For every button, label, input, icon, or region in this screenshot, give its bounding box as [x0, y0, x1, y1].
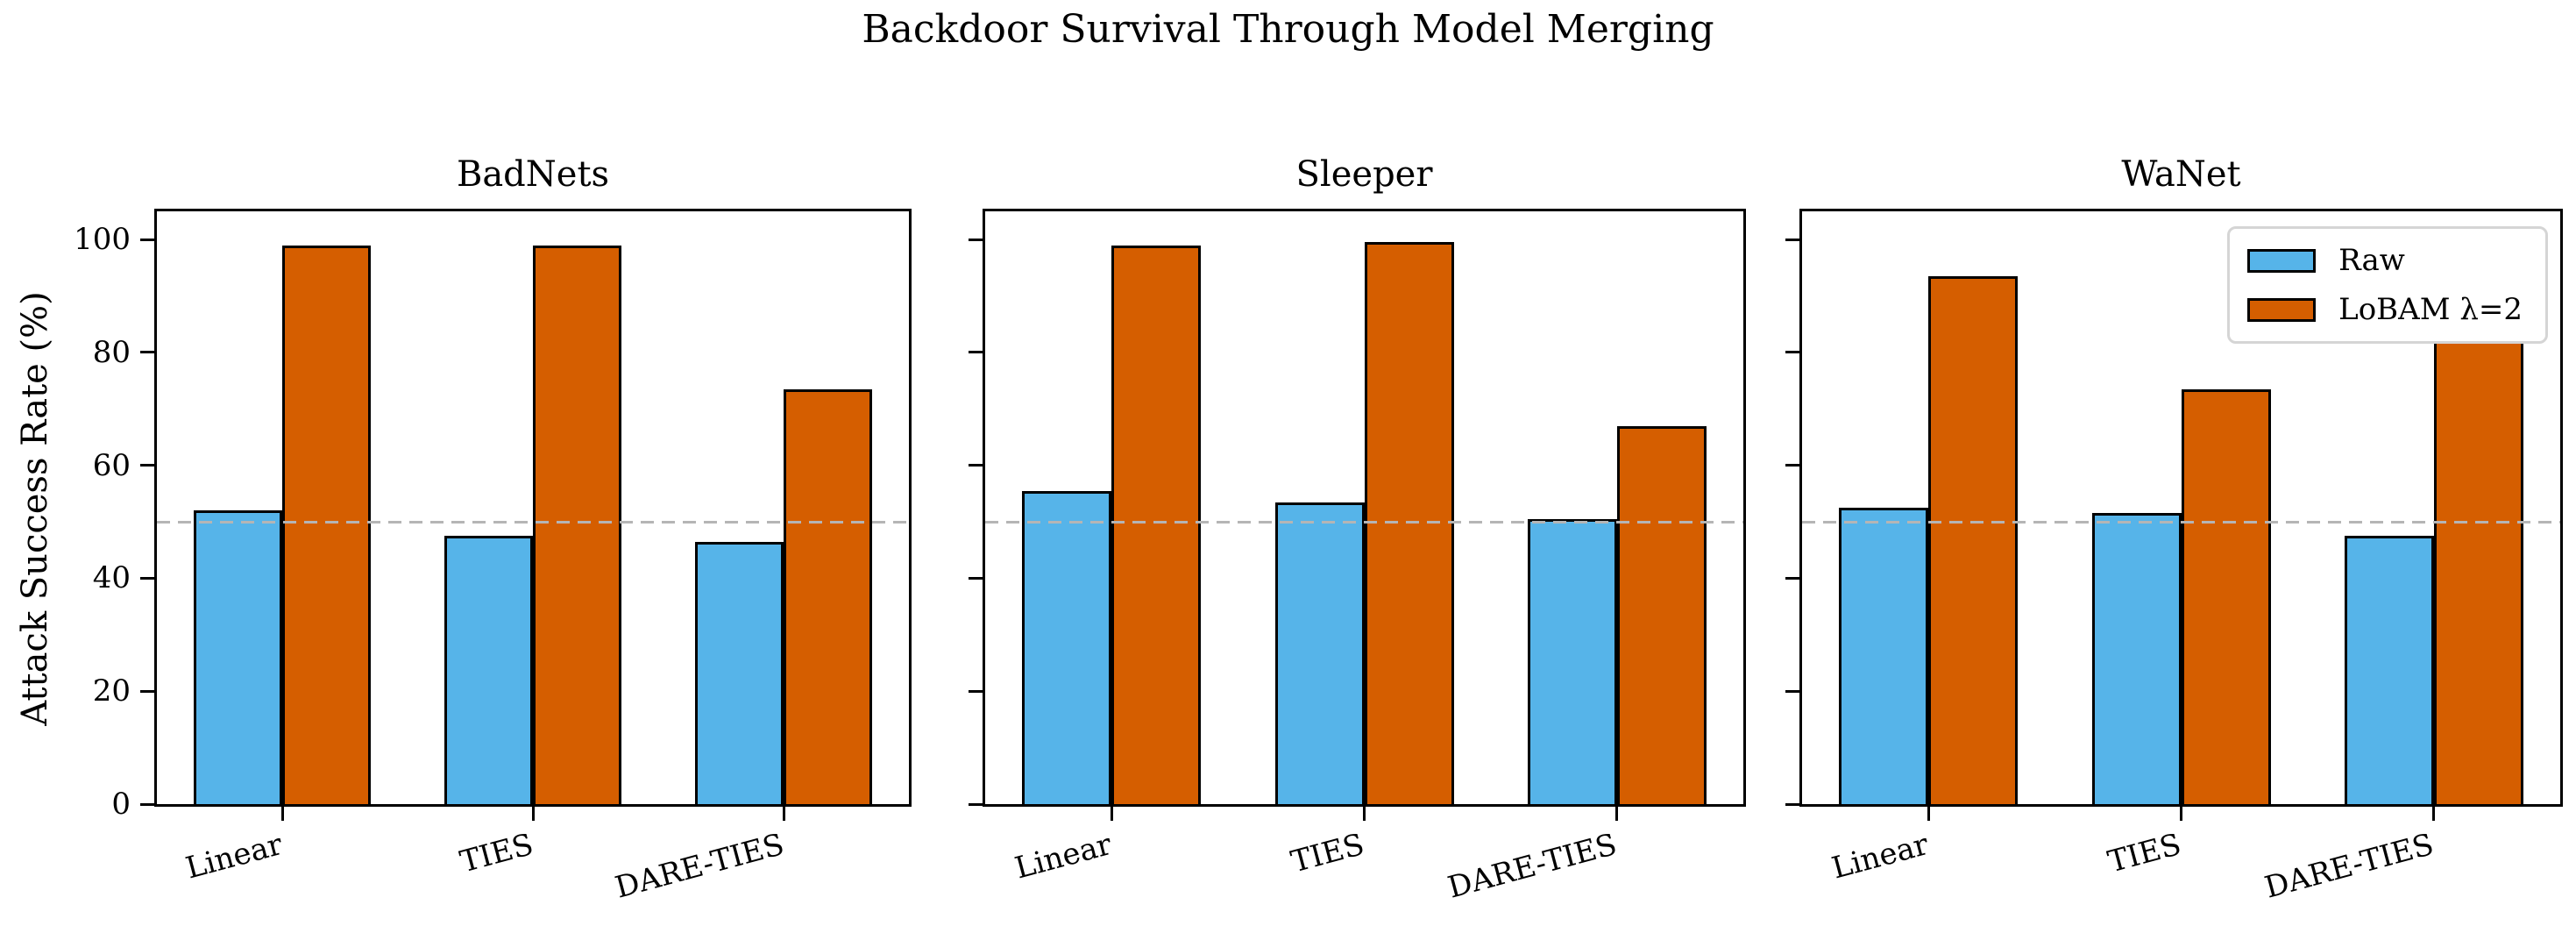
y-tick-mark [140, 351, 154, 354]
legend: Raw LoBAM λ=2 [2227, 226, 2548, 344]
x-tick-label: DARE-TIES [2261, 827, 2438, 906]
bar-lobam-2-linear [1111, 245, 1202, 804]
bar-lobam-2-ties [2181, 388, 2271, 804]
plot-area-badnets: 0 20 40 60 80 100 Linear TIES DARE-TIES [74, 209, 912, 906]
x-tick-mark [1110, 807, 1113, 821]
chance-baseline-line [985, 520, 1743, 524]
bar-raw-linear [194, 510, 282, 804]
legend-item-raw: Raw [2247, 243, 2523, 278]
legend-label-raw: Raw [2338, 243, 2405, 278]
y-tick-mark [969, 351, 983, 354]
legend-label-lobam: LoBAM λ=2 [2338, 292, 2523, 327]
y-tick-label: 60 [92, 447, 131, 483]
y-tick-mark [1785, 802, 1799, 806]
bar-raw-linear [1839, 508, 1929, 804]
y-tick-label: 100 [74, 222, 131, 258]
x-tick-mark [782, 807, 785, 821]
y-tick-label: 40 [92, 560, 131, 596]
bar-lobam-2-dare-ties [1616, 425, 1707, 804]
y-tick-mark [140, 576, 154, 580]
y-tick-mark [1785, 351, 1799, 354]
bar-lobam-2-dare-ties [784, 388, 872, 804]
bar-lobam-2-ties [1364, 242, 1454, 804]
x-tick-label: TIES [2104, 827, 2185, 880]
x-tick-label: Linear [1011, 827, 1116, 887]
y-tick-mark [969, 238, 983, 241]
x-tick-mark [1615, 807, 1619, 821]
subplot-wanet: WaNet Raw LoBAM λ=2 Linear TIES DARE-TIES [1785, 154, 2563, 906]
x-tick-mark [280, 807, 284, 821]
y-tick-mark [969, 576, 983, 580]
bar-lobam-2-ties [533, 245, 621, 804]
bar-lobam-2-linear [1928, 276, 2019, 804]
bar-raw-ties [1274, 502, 1365, 804]
legend-swatch-raw [2247, 248, 2317, 273]
plot-area-sleeper: Linear TIES DARE-TIES [969, 209, 1746, 906]
y-tick-mark [1785, 464, 1799, 467]
bar-raw-dare-ties [695, 541, 784, 804]
y-tick-label: 0 [111, 787, 131, 822]
y-tick-mark [140, 802, 154, 806]
y-tick-mark [140, 464, 154, 467]
x-tick-label: DARE-TIES [611, 827, 788, 906]
bar-raw-linear [1022, 490, 1112, 804]
figure-title: Backdoor Survival Through Model Merging [862, 7, 1714, 52]
chance-baseline-line [1802, 520, 2560, 524]
subplot-sleeper: Sleeper Linear TIES DARE-TIES [969, 154, 1746, 906]
y-axis-label: Attack Success Rate (%) [15, 291, 55, 726]
y-tick-mark [140, 238, 154, 241]
y-tick-label: 80 [92, 334, 131, 370]
bar-lobam-2-linear [282, 245, 371, 804]
subplot-badnets: BadNets 0 20 40 60 80 100 Linear TIES DARE-TIES [74, 154, 912, 906]
bar-raw-ties [2091, 513, 2182, 804]
y-tick-label: 20 [92, 673, 131, 709]
subplot-title-sleeper: Sleeper [1295, 154, 1433, 195]
subplot-title-badnets: BadNets [456, 154, 610, 195]
legend-swatch-lobam [2247, 297, 2317, 322]
bar-raw-dare-ties [1527, 518, 1617, 804]
legend-item-lobam: LoBAM λ=2 [2247, 292, 2523, 327]
y-tick-mark [140, 689, 154, 693]
x-tick-mark [531, 807, 535, 821]
x-tick-label: TIES [1288, 827, 1368, 880]
x-tick-mark [1927, 807, 1930, 821]
x-tick-label: Linear [181, 827, 287, 887]
bar-lobam-2-dare-ties [2433, 341, 2523, 804]
y-tick-mark [969, 802, 983, 806]
x-tick-mark [2432, 807, 2436, 821]
subplot-title-wanet: WaNet [2121, 154, 2241, 195]
plot-area-wanet: Raw LoBAM λ=2 Linear TIES DARE-TIES [1785, 209, 2563, 906]
y-tick-mark [1785, 689, 1799, 693]
y-tick-mark [969, 689, 983, 693]
x-tick-label: Linear [1827, 827, 1933, 887]
chance-baseline-line [157, 520, 909, 524]
y-tick-mark [969, 464, 983, 467]
y-tick-mark [1785, 238, 1799, 241]
x-tick-label: TIES [456, 827, 537, 880]
y-tick-mark [1785, 576, 1799, 580]
bar-raw-ties [444, 536, 533, 804]
bar-raw-dare-ties [2344, 536, 2434, 804]
x-tick-mark [2180, 807, 2182, 821]
x-tick-mark [1363, 807, 1366, 821]
x-tick-label: DARE-TIES [1444, 827, 1622, 906]
